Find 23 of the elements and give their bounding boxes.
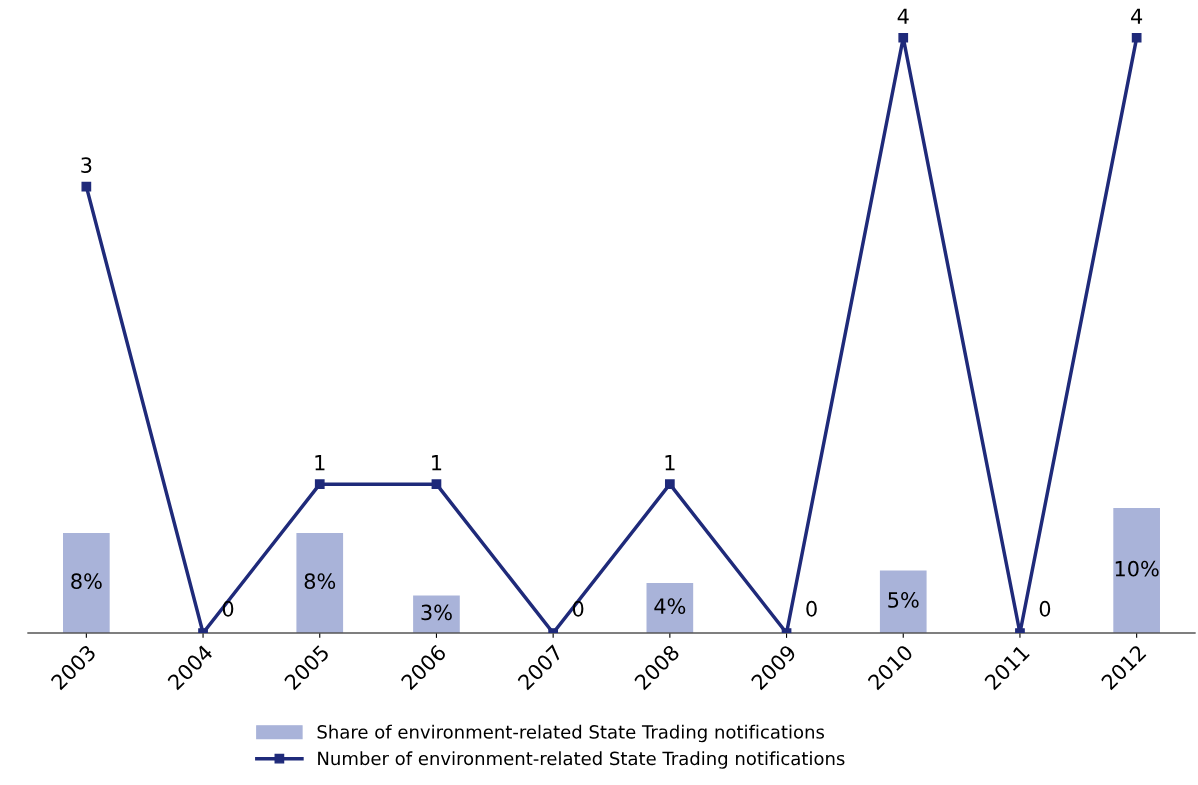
- data-label: 1: [315, 455, 325, 471]
- data-label: 1: [665, 455, 675, 471]
- data-label: 8%: [304, 573, 336, 590]
- data-label: 0: [1039, 600, 1051, 617]
- data-label: 1: [432, 455, 442, 471]
- data-label: 3%: [421, 604, 452, 621]
- bar: [63, 533, 110, 633]
- data-label: 4: [897, 8, 909, 24]
- data-label: 4: [1131, 8, 1143, 24]
- bar: [646, 583, 694, 633]
- data-label: 5%: [888, 592, 919, 608]
- legend-label: Number of environment-related State Trading notifications: [318, 751, 845, 769]
- data-label: 0: [572, 600, 584, 617]
- bar: [879, 570, 927, 633]
- bar: [1113, 508, 1160, 633]
- data-label: 0: [806, 600, 817, 617]
- bar: [296, 533, 344, 633]
- data-label: 4%: [654, 598, 686, 615]
- data-label: 0: [222, 600, 234, 617]
- data-label: 3: [81, 157, 92, 173]
- data-label: 8%: [71, 573, 102, 590]
- data-label: 10%: [1115, 560, 1159, 577]
- legend-label: Share of environment-related State Trading notifications: [317, 724, 825, 743]
